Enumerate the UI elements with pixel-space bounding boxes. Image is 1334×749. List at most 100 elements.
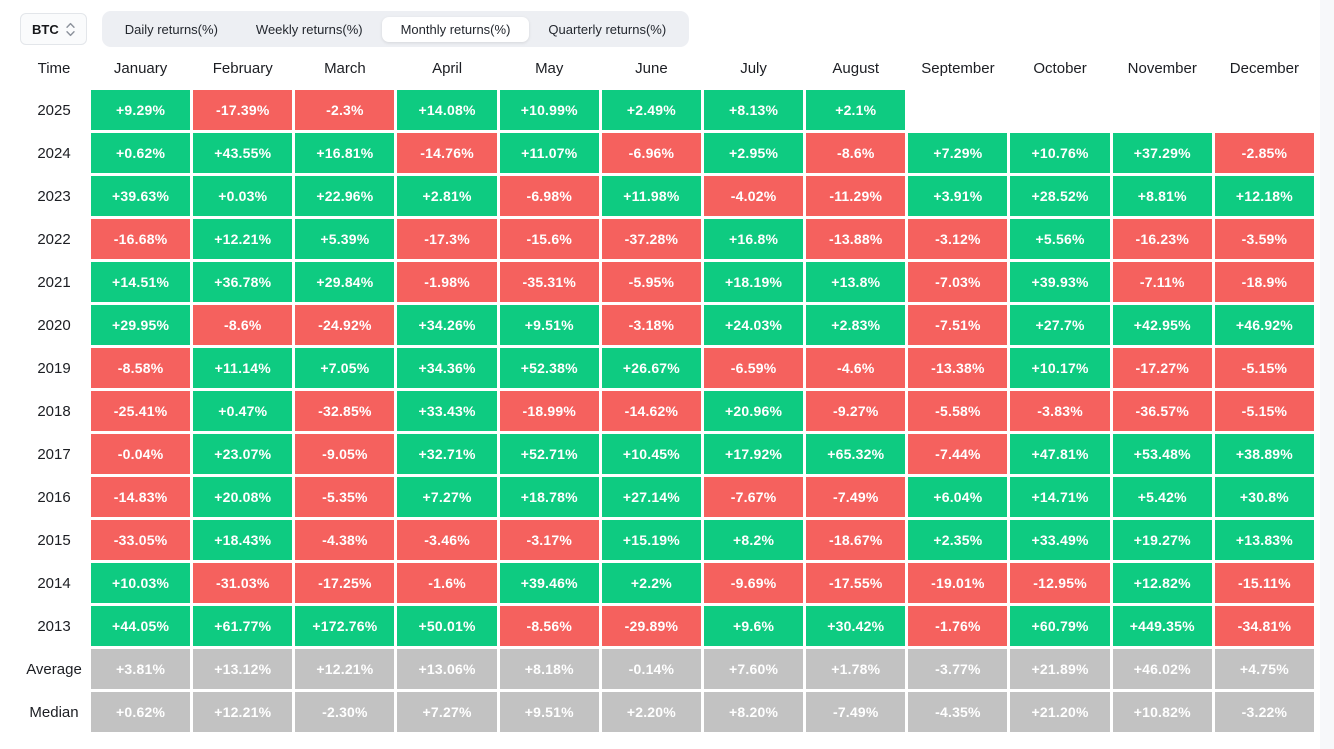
table-row: Median +0.62% +12.21% -2.30% +7.27% +9.51% +2.… [20,692,1314,732]
table-row: 2013 +44.05% +61.77% +172.76% +50.01% -8.56% -… [20,606,1314,646]
return-cell: -6.98% [499,176,599,216]
return-cell: +9.51% [499,305,599,345]
return-cell: -3.59% [1214,219,1314,259]
return-cell: -11.29% [806,176,906,216]
month-column-header: June [635,59,668,77]
return-cell: +2.1% [806,90,906,130]
return-cell: +14.08% [397,90,497,130]
symbol-select-label: BTC [32,21,59,37]
return-cell: +2.81% [397,176,497,216]
return-cell: +11.07% [499,133,599,173]
return-cell: -12.95% [1010,563,1110,603]
return-cell: -2.85% [1214,133,1314,173]
return-cell: +33.43% [397,391,497,431]
return-cell: +20.96% [703,391,804,431]
tab-monthly-returns[interactable]: Monthly returns(%) [381,16,530,42]
return-cell: -18.67% [806,520,906,560]
return-cell: -29.89% [601,606,701,646]
row-label: 2020 [37,316,71,334]
return-cell: -1.98% [397,262,497,302]
return-cell: -3.12% [908,219,1008,259]
return-cell: +2.83% [806,305,906,345]
return-cell: +1.78% [806,649,906,689]
table-row: 2015 -33.05% +18.43% -4.38% -3.46% -3.17% +15.… [20,520,1314,560]
right-edge-strip [1320,0,1334,749]
return-cell: +46.02% [1112,649,1212,689]
tab-daily-returns[interactable]: Daily returns(%) [124,21,218,37]
tab-weekly-returns[interactable]: Weekly returns(%) [255,21,363,37]
return-cell: -2.3% [295,90,395,130]
return-cell: +0.62% [91,133,191,173]
month-column-header: October [1033,59,1087,77]
return-cell: +46.92% [1214,305,1314,345]
return-cell: +39.93% [1010,262,1110,302]
return-cell: -15.11% [1214,563,1314,603]
return-cell: +12.21% [193,219,293,259]
symbol-select[interactable]: BTC [20,13,87,45]
return-cell: +14.51% [91,262,191,302]
month-column-header: August [832,59,880,77]
return-cell: -0.14% [601,649,701,689]
return-cell: +10.99% [499,90,599,130]
month-column-header: January [113,59,168,77]
return-cell: +22.96% [295,176,395,216]
return-cell: +52.38% [499,348,599,388]
return-cell: +53.48% [1112,434,1212,474]
return-cell: -17.39% [193,90,293,130]
return-cell: +30.8% [1214,477,1314,517]
table-row: 2017 -0.04% +23.07% -9.05% +32.71% +52.71% +10… [20,434,1314,474]
return-cell: +172.76% [295,606,395,646]
return-cell: +52.71% [499,434,599,474]
return-cell: -36.57% [1112,391,1212,431]
return-cell: +7.29% [908,133,1008,173]
return-cell: +21.89% [1010,649,1110,689]
return-cell: +12.18% [1214,176,1314,216]
return-cell [1215,90,1314,130]
return-cell: -5.58% [908,391,1008,431]
return-cell: -17.25% [295,563,395,603]
return-cell: -18.99% [499,391,599,431]
return-cell: +8.81% [1112,176,1212,216]
return-cell: +61.77% [193,606,293,646]
return-cell: +44.05% [91,606,191,646]
tab-quarterly-returns[interactable]: Quarterly returns(%) [548,21,667,37]
return-cell: -1.76% [908,606,1008,646]
return-cell: +42.95% [1112,305,1212,345]
return-cell: +7.05% [295,348,395,388]
return-cell: +47.81% [1010,434,1110,474]
return-cell: +3.91% [908,176,1008,216]
return-cell: +39.46% [499,563,599,603]
return-cell: -19.01% [908,563,1008,603]
return-cell: +18.43% [193,520,293,560]
return-cell: +27.7% [1010,305,1110,345]
return-cell: -37.28% [601,219,701,259]
return-cell: -3.18% [601,305,701,345]
return-cell: +2.20% [601,692,701,732]
return-cell: -3.17% [499,520,599,560]
return-cell: -25.41% [91,391,191,431]
return-cell: +24.03% [703,305,804,345]
return-cell: +9.51% [499,692,599,732]
month-column-header: November [1127,59,1197,77]
return-cell: -14.76% [397,133,497,173]
return-cell: +30.42% [806,606,906,646]
table-row: 2016 -14.83% +20.08% -5.35% +7.27% +18.78% +27… [20,477,1314,517]
return-cell: +6.04% [908,477,1008,517]
row-label: 2023 [37,187,71,205]
table-header-row: Time January February March April May June Jul… [20,55,1314,81]
table-row: 2018 -25.41% +0.47% -32.85% +33.43% -18.99% -1… [20,391,1314,431]
return-cell: -8.6% [193,305,293,345]
return-cell: -14.83% [91,477,191,517]
month-column-header: March [324,59,366,77]
return-cell: +9.6% [703,606,804,646]
return-cell: +20.08% [193,477,293,517]
return-cell: -32.85% [295,391,395,431]
monthly-returns-table: Time January February March April May June Jul… [20,55,1314,732]
return-cell: +0.47% [193,391,293,431]
return-cell: +29.84% [295,262,395,302]
return-cell: +13.12% [193,649,293,689]
return-cell: +15.19% [601,520,701,560]
return-cell: +18.78% [499,477,599,517]
return-cell: +17.92% [703,434,804,474]
return-cell: -7.03% [908,262,1008,302]
